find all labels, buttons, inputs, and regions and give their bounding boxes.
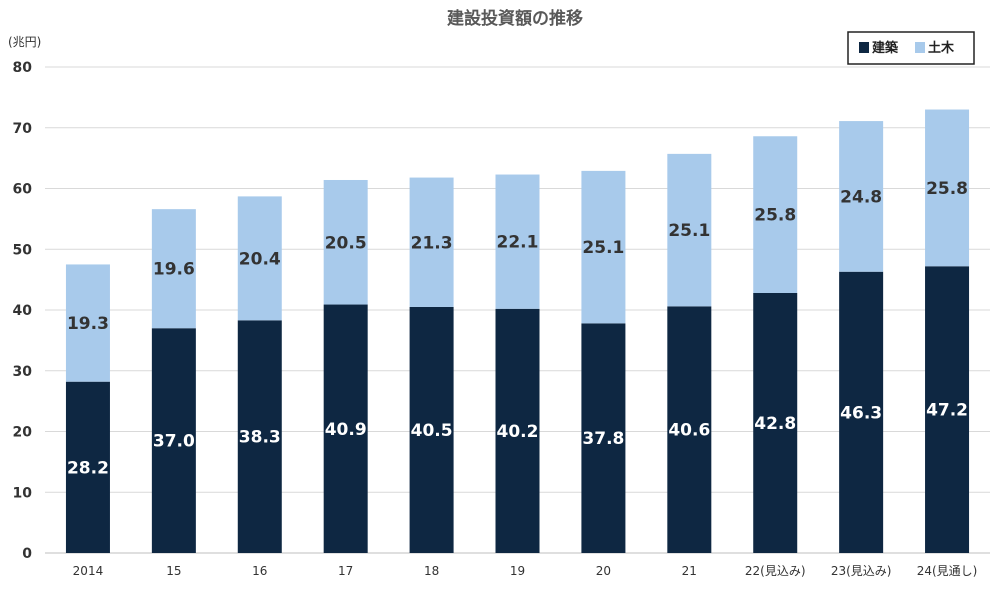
bar-doboku bbox=[151, 209, 196, 329]
x-tick-label: 21 bbox=[682, 564, 697, 578]
bar-kenchiku bbox=[237, 320, 282, 553]
y-tick-label: 10 bbox=[13, 485, 33, 501]
data-label-doboku: 19.6 bbox=[153, 260, 195, 280]
data-label-kenchiku: 40.9 bbox=[325, 420, 367, 440]
data-label-kenchiku: 38.3 bbox=[239, 428, 281, 448]
chart-title: 建設投資額の推移 bbox=[447, 8, 583, 29]
data-label-kenchiku: 37.0 bbox=[153, 432, 195, 452]
bar-doboku bbox=[839, 121, 884, 272]
bar-kenchiku bbox=[925, 266, 970, 553]
bar-doboku bbox=[581, 170, 626, 324]
x-tick-label: 24(見通し) bbox=[917, 564, 978, 578]
legend-label-doboku: 土木 bbox=[928, 40, 955, 56]
bar-doboku bbox=[925, 109, 970, 267]
x-tick-label: 2014 bbox=[73, 564, 104, 578]
x-tick-label: 20 bbox=[596, 564, 611, 578]
bar-kenchiku bbox=[839, 271, 884, 553]
data-label-kenchiku: 40.2 bbox=[497, 422, 539, 442]
x-tick-label: 19 bbox=[510, 564, 525, 578]
y-tick-label: 70 bbox=[13, 121, 33, 137]
data-label-doboku: 22.1 bbox=[497, 233, 539, 253]
x-tick-label: 17 bbox=[338, 564, 353, 578]
bar-doboku bbox=[495, 174, 540, 309]
bar-kenchiku bbox=[323, 304, 368, 553]
y-tick-label: 30 bbox=[13, 364, 33, 380]
data-label-kenchiku: 28.2 bbox=[67, 458, 109, 478]
legend-label-kenchiku: 建築 bbox=[872, 40, 899, 56]
y-tick-label: 20 bbox=[13, 425, 33, 441]
bar-doboku bbox=[667, 153, 712, 307]
y-tick-label: 0 bbox=[22, 546, 32, 562]
bar-kenchiku bbox=[581, 323, 626, 553]
bar-kenchiku bbox=[65, 381, 110, 553]
data-label-kenchiku: 37.8 bbox=[582, 429, 624, 449]
bar-doboku bbox=[65, 264, 110, 382]
bar-doboku bbox=[237, 196, 282, 321]
bar-kenchiku bbox=[409, 306, 454, 553]
data-label-doboku: 25.8 bbox=[926, 179, 968, 199]
data-label-kenchiku: 40.6 bbox=[668, 421, 710, 441]
bar-kenchiku bbox=[667, 306, 712, 553]
bar-kenchiku bbox=[753, 292, 798, 553]
bars: 28.2 19.3 37.0 19.6 38.3 20.4 40.9 20.5 40.5 21.3… bbox=[65, 109, 970, 553]
y-tick-label: 60 bbox=[13, 182, 33, 198]
data-label-doboku: 19.3 bbox=[67, 314, 109, 334]
x-tick-label: 16 bbox=[252, 564, 267, 578]
legend-swatch-doboku bbox=[915, 42, 925, 53]
legend: 建築 土木 bbox=[847, 31, 975, 65]
data-label-kenchiku: 42.8 bbox=[754, 414, 796, 434]
y-tick-label: 40 bbox=[13, 303, 33, 319]
x-tick-label: 15 bbox=[166, 564, 181, 578]
x-axis-ticks: 2014 15 16 17 18 19 20 21 22(見込み) 23(見込み) 24(見通し) bbox=[73, 564, 978, 578]
bar-kenchiku bbox=[151, 328, 196, 553]
x-tick-label: 23(見込み) bbox=[831, 564, 892, 578]
data-label-kenchiku: 47.2 bbox=[926, 401, 968, 421]
bar-doboku bbox=[323, 179, 368, 305]
legend-swatch-kenchiku bbox=[859, 42, 869, 53]
data-label-doboku: 25.8 bbox=[754, 206, 796, 226]
y-tick-label: 50 bbox=[13, 242, 33, 258]
data-label-doboku: 21.3 bbox=[411, 233, 453, 253]
y-axis-ticks: 0 10 20 30 40 50 60 70 80 bbox=[13, 60, 33, 562]
data-label-kenchiku: 46.3 bbox=[840, 403, 882, 423]
bar-kenchiku bbox=[495, 308, 540, 553]
y-axis-unit-label: (兆円) bbox=[8, 35, 41, 49]
data-label-doboku: 20.5 bbox=[325, 233, 367, 253]
bar-doboku bbox=[409, 177, 454, 307]
bar-doboku bbox=[753, 136, 798, 293]
data-label-doboku: 25.1 bbox=[668, 221, 710, 241]
data-label-kenchiku: 40.5 bbox=[411, 421, 453, 441]
data-label-doboku: 24.8 bbox=[840, 187, 882, 207]
data-label-doboku: 25.1 bbox=[582, 238, 624, 258]
data-label-doboku: 20.4 bbox=[239, 249, 281, 269]
x-tick-label: 18 bbox=[424, 564, 439, 578]
y-tick-label: 80 bbox=[13, 60, 33, 76]
x-tick-label: 22(見込み) bbox=[745, 564, 806, 578]
